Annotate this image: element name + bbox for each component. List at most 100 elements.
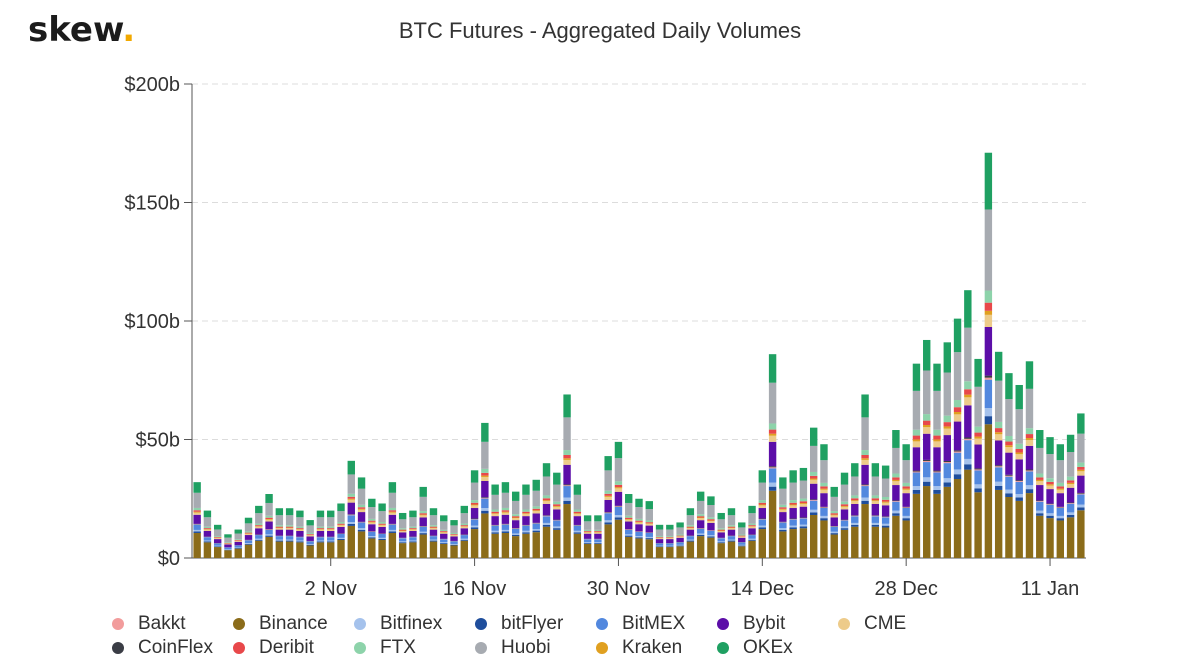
legend-item-okex[interactable]: OKEx	[717, 637, 838, 659]
bar-segment-bybit	[594, 533, 602, 539]
bar-segment-cme	[378, 525, 386, 527]
bar-segment-bitflyer	[275, 540, 284, 542]
bar-segment-bitmex	[953, 452, 962, 470]
bar-segment-bybit	[429, 529, 438, 536]
bar-segment-binance	[409, 542, 417, 558]
bar-segment-deribit	[912, 435, 921, 440]
bar-segment-huobi	[583, 521, 592, 530]
bar-segment-huobi	[717, 519, 725, 529]
bar-segment-ftx	[378, 522, 386, 524]
bar-segment-kraken	[265, 518, 273, 520]
bar-segment-ftx	[820, 482, 828, 487]
bar-segment-binance	[583, 543, 592, 558]
bar-segment-cme	[1066, 484, 1075, 488]
bar-segment-bybit	[840, 509, 849, 520]
bar-segment-bitflyer	[1046, 515, 1054, 519]
bar-segment-okex	[738, 522, 746, 528]
bar-segment-bybit	[676, 537, 684, 543]
bar-segment-bitmex	[511, 528, 520, 534]
bar-segment-cme	[501, 512, 510, 515]
bar-segment-huobi	[337, 511, 345, 523]
bar-segment-ftx	[542, 495, 551, 499]
bar-segment-huobi	[285, 515, 294, 526]
bar-segment-okex	[717, 512, 725, 520]
bar-segment-bybit	[193, 514, 201, 524]
bar-segment-huobi	[974, 386, 982, 427]
bar-segment-bybit	[1046, 489, 1054, 504]
bar-segment-ftx	[296, 526, 304, 529]
bar-segment-coinflex	[604, 512, 612, 513]
bar-segment-bybit	[943, 435, 951, 461]
bar-segment-huobi	[809, 445, 818, 472]
bar-segment-bitmex	[234, 545, 242, 548]
bar-segment-bitfinex	[316, 540, 325, 542]
bar-segment-bybit	[213, 539, 222, 544]
bar-segment-ftx	[861, 450, 869, 455]
legend-item-cme[interactable]: CME	[838, 613, 959, 635]
legend-item-bitfinex[interactable]: Bitfinex	[354, 613, 475, 635]
bar-segment-huobi	[594, 521, 602, 530]
bar-segment-ftx	[553, 501, 561, 505]
legend-row-2: CoinFlex Deribit FTX Huobi Kraken OKEx	[112, 636, 972, 660]
bar-segment-huobi	[738, 527, 746, 535]
bar-segment-deribit	[470, 502, 479, 505]
legend-item-coinflex[interactable]: CoinFlex	[112, 637, 233, 659]
bar-segment-binance	[707, 537, 715, 558]
bar-segment-bybit	[789, 508, 797, 519]
bar-segment-cme	[614, 488, 623, 492]
bar-segment-bitfinex	[306, 543, 314, 545]
legend-item-ftx[interactable]: FTX	[354, 637, 475, 659]
bar-segment-deribit	[625, 517, 633, 519]
bar-segment-bitmex	[923, 462, 931, 478]
bar-segment-cme	[203, 529, 212, 531]
bar-segment-bybit	[1015, 459, 1023, 481]
legend-item-deribit[interactable]: Deribit	[233, 637, 354, 659]
bar-segment-binance	[522, 533, 530, 558]
bar-segment-bybit	[964, 405, 972, 438]
legend-item-bakkt[interactable]: Bakkt	[112, 613, 233, 635]
bar-segment-ftx	[717, 528, 725, 530]
bar-segment-bitflyer	[563, 500, 571, 505]
bar-segment-okex	[337, 503, 345, 512]
legend-item-bybit[interactable]: Bybit	[717, 613, 838, 635]
legend-swatch-icon	[596, 642, 608, 654]
bar-segment-ftx	[491, 509, 499, 512]
bar-segment-bitflyer	[409, 541, 417, 543]
bar-segment-bitflyer	[892, 513, 900, 516]
legend-label: Huobi	[501, 637, 551, 658]
bar-segment-kraken	[645, 523, 653, 524]
bar-segment-okex	[666, 524, 674, 530]
legend-item-huobi[interactable]: Huobi	[475, 637, 596, 659]
bar-segment-bitflyer	[337, 538, 345, 541]
bar-segment-deribit	[871, 498, 880, 501]
bar-segment-bitfinex	[830, 531, 838, 534]
bar-segment-huobi	[768, 382, 777, 424]
legend-item-bitflyer[interactable]: bitFlyer	[475, 613, 596, 635]
bar-segment-cme	[902, 489, 910, 494]
bar-segment-ftx	[789, 500, 797, 503]
bar-segment-bitflyer	[1015, 497, 1023, 501]
bar-segment-bitfinex	[902, 515, 910, 519]
legend-item-kraken[interactable]: Kraken	[596, 637, 717, 659]
bar-segment-deribit	[532, 508, 540, 511]
bar-segment-okex	[234, 529, 242, 534]
chart-legend: Bakkt Binance Bitfinex bitFlyer BitMEX B…	[112, 612, 972, 660]
bar-segment-kraken	[1077, 469, 1085, 472]
bar-segment-bitmex	[429, 536, 438, 540]
bar-segment-binance	[645, 539, 653, 558]
bar-segment-binance	[799, 528, 808, 558]
bar-segment-binance	[460, 540, 469, 558]
bar-segment-deribit	[840, 504, 849, 506]
bar-segment-deribit	[327, 528, 335, 530]
bar-segment-bybit	[851, 503, 859, 516]
bar-segment-deribit	[234, 540, 242, 541]
bar-segment-deribit	[1015, 449, 1023, 453]
bar-segment-okex	[902, 444, 910, 461]
bar-segment-bitmex	[368, 531, 376, 537]
bar-segment-kraken	[501, 511, 510, 513]
bar-segment-kraken	[460, 526, 469, 527]
legend-item-bitmex[interactable]: BitMEX	[596, 613, 717, 635]
bar-segment-bybit	[912, 447, 921, 471]
legend-item-binance[interactable]: Binance	[233, 613, 354, 635]
bar-segment-ftx	[522, 509, 530, 512]
